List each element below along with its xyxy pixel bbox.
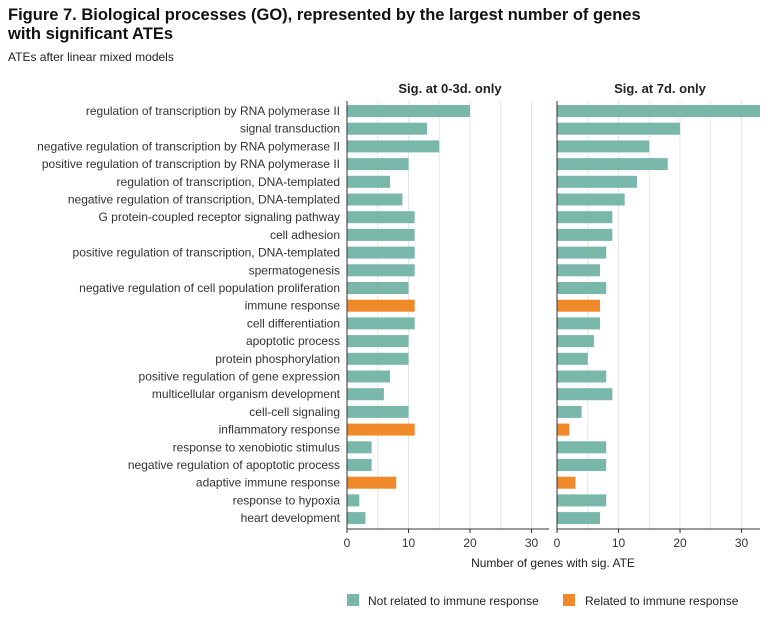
bar-right-21 (557, 459, 607, 471)
category-label: spermatogenesis (249, 263, 340, 277)
x-tick-label: 30 (525, 536, 539, 550)
legend-swatch-not-immune (347, 594, 359, 606)
panel-title-right: Sig. at 7d. only (614, 81, 707, 96)
bar-right-1 (557, 105, 760, 117)
bar-right-22 (557, 476, 576, 489)
category-label: immune response (245, 299, 341, 313)
bar-left-16 (347, 370, 391, 383)
bar-right-18 (557, 405, 582, 418)
category-label: regulation of transcription, DNA-templat… (117, 175, 340, 189)
category-label: cell differentiation (247, 316, 340, 330)
bar-right-14 (557, 335, 594, 348)
category-label: positive regulation of transcription, DN… (73, 246, 340, 260)
bar-right-5 (557, 175, 637, 188)
bar-right-16 (557, 370, 607, 383)
panel-background-right (557, 101, 760, 529)
x-tick-label: 10 (612, 536, 626, 550)
bar-left-5 (347, 175, 391, 188)
bar-left-19 (347, 423, 415, 436)
bar-left-9 (347, 246, 415, 259)
bar-left-12 (347, 299, 415, 312)
category-label: signal transduction (240, 122, 340, 136)
bar-left-6 (347, 193, 403, 206)
category-label: heart development (241, 511, 341, 525)
category-label: negative regulation of transcription, DN… (68, 193, 340, 207)
bar-left-13 (347, 317, 415, 330)
bar-left-20 (347, 441, 372, 454)
bar-right-24 (557, 512, 601, 525)
figure-subtitle: ATEs after linear mixed models (8, 50, 174, 64)
bar-left-21 (347, 459, 372, 471)
bar-right-6 (557, 193, 625, 206)
bar-left-18 (347, 405, 409, 418)
bar-right-11 (557, 282, 607, 294)
x-tick-label: 0 (554, 536, 561, 550)
panel-title-left: Sig. at 0-3d. only (398, 81, 502, 96)
category-label: negative regulation of apoptotic process (128, 458, 340, 472)
x-axis-label: Number of genes with sig. ATE (471, 556, 635, 570)
bar-left-17 (347, 388, 384, 401)
bar-right-17 (557, 388, 613, 401)
category-label: adaptive immune response (196, 476, 340, 490)
x-tick-label: 30 (735, 536, 749, 550)
figure-title: Figure 7. Biological processes (GO), rep… (8, 6, 641, 43)
bar-left-24 (347, 512, 366, 525)
bar-right-9 (557, 246, 607, 259)
category-label: cell-cell signaling (249, 405, 340, 419)
bar-right-8 (557, 228, 613, 241)
category-label: positive regulation of transcription by … (42, 157, 340, 171)
category-label: cell adhesion (270, 228, 340, 242)
bar-right-20 (557, 441, 607, 454)
bar-right-13 (557, 317, 601, 330)
panel-background-left (347, 101, 549, 529)
bar-left-7 (347, 211, 415, 224)
x-tick-label: 20 (673, 536, 687, 550)
bar-right-15 (557, 352, 588, 365)
bar-right-7 (557, 211, 613, 224)
bar-left-10 (347, 264, 415, 277)
bar-left-4 (347, 158, 409, 171)
bar-right-2 (557, 122, 681, 135)
bar-left-11 (347, 282, 409, 294)
bar-left-23 (347, 494, 360, 507)
legend-label-immune: Related to immune response (585, 594, 739, 608)
category-label: response to hypoxia (233, 493, 341, 507)
x-tick-label: 0 (344, 536, 351, 550)
category-label: inflammatory response (219, 423, 341, 437)
legend: Not related to immune response Related t… (347, 594, 739, 608)
bar-right-23 (557, 494, 607, 507)
bar-right-12 (557, 299, 601, 312)
bar-left-8 (347, 228, 415, 241)
bar-left-1 (347, 105, 471, 117)
bar-right-4 (557, 158, 668, 171)
category-label: apoptotic process (246, 334, 340, 348)
bar-left-22 (347, 476, 397, 489)
x-tick-label: 20 (463, 536, 477, 550)
category-label: response to xenobiotic stimulus (173, 440, 340, 454)
bar-left-15 (347, 352, 409, 365)
legend-label-not-immune: Not related to immune response (368, 594, 539, 608)
category-label: negative regulation of cell population p… (79, 281, 340, 295)
category-label: G protein-coupled receptor signaling pat… (99, 210, 340, 224)
bar-left-14 (347, 335, 409, 348)
category-label: protein phosphorylation (215, 352, 340, 366)
bar-left-2 (347, 122, 427, 135)
category-label: multicellular organism development (152, 387, 341, 401)
legend-swatch-immune (563, 594, 575, 606)
category-label: positive regulation of gene expression (139, 370, 340, 384)
category-label: regulation of transcription by RNA polym… (86, 104, 340, 118)
bar-left-3 (347, 140, 440, 153)
bar-right-3 (557, 140, 650, 153)
x-tick-label: 10 (402, 536, 416, 550)
category-label: negative regulation of transcription by … (37, 139, 340, 153)
bar-right-19 (557, 423, 570, 436)
bar-right-10 (557, 264, 601, 277)
